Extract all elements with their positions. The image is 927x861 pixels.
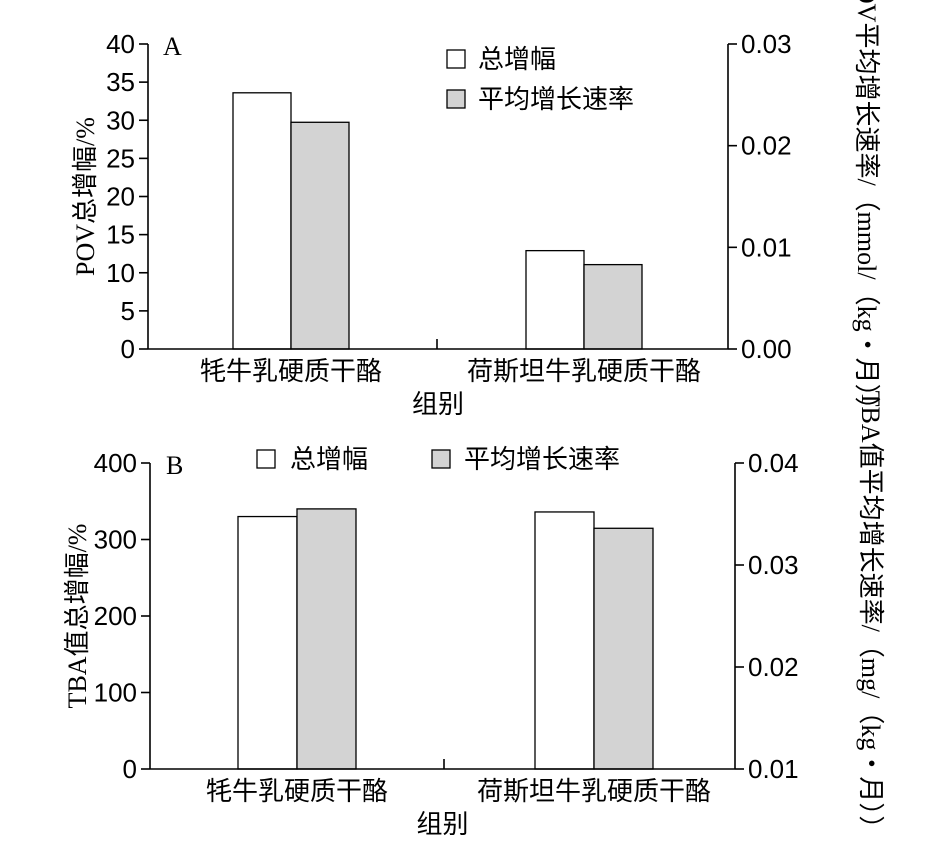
bar-avg-rate-0 [290,121,350,350]
bar-total-increase-1 [534,511,595,770]
y-tick-label-right: 0.03 [741,29,792,59]
panel-label: B [166,451,183,480]
y-tick-label-left: 40 [106,29,135,59]
y-tick-label-right: 0.01 [741,232,792,262]
legend-swatch [431,449,451,469]
y-axis-title-left: TBA值总增幅/% [63,524,92,709]
chart-panel-a: 0 5 10 15 20 25 30 35 40 0.00 0.01 0.02 0.03 牦牛乳硬质干酪 荷… [71,0,881,423]
y-axis-title-left: POV总增幅/% [71,117,100,276]
y-tick-label-left: 400 [94,448,137,478]
y-tick-label-left: 100 [94,678,137,708]
legend-label: 总增幅 [478,45,556,75]
y-axis-title-right: TBA值平均增长速率/（mg/（kg・月）） [856,391,885,842]
y-tick-label-left: 0 [121,334,135,364]
bar-avg-rate-1 [583,263,643,350]
legend-label: 平均增长速率 [478,85,634,115]
y-tick-label-left: 5 [121,296,135,326]
y-tick-label-left: 15 [106,220,135,250]
y-tick-label-right: 0.00 [741,334,792,364]
x-category-label: 荷斯坦牛乳硬质干酪 [467,357,701,387]
y-tick-label-left: 35 [106,67,135,97]
y-tick-label-right: 0.04 [748,448,799,478]
y-tick-label-right: 0.01 [748,754,799,784]
x-category-label: 荷斯坦牛乳硬质干酪 [477,777,711,807]
x-axis-title: 组别 [416,810,468,840]
x-category-label: 牦牛乳硬质干酪 [200,357,382,387]
y-tick-label-left: 20 [106,182,135,212]
y-tick-label-left: 200 [94,601,137,631]
panel-label: A [163,32,182,61]
legend-swatch [446,89,466,109]
bar-avg-rate-1 [593,527,654,770]
y-tick-label-left: 10 [106,258,135,288]
y-tick-label-right: 0.02 [741,131,792,161]
bar-total-increase-0 [232,92,292,350]
bar-total-increase-1 [525,249,585,350]
x-category-label: 牦牛乳硬质干酪 [206,777,388,807]
legend-swatch [256,449,276,469]
legend-swatch [446,49,466,69]
legend-label: 平均增长速率 [464,445,620,475]
y-axis-title-right: POV平均增长速率/（mmol/（kg・月）） [852,0,881,423]
y-tick-label-left: 300 [94,525,137,555]
y-tick-label-right: 0.03 [748,550,799,580]
y-tick-label-right: 0.02 [748,652,799,682]
legend-label: 总增幅 [290,445,368,475]
y-tick-label-left: 25 [106,143,135,173]
x-axis-title: 组别 [412,390,464,420]
bar-avg-rate-0 [296,508,357,770]
bar-total-increase-0 [237,515,298,770]
chart-panel-b: 0 100 200 300 400 0.01 0.02 0.03 0.04 牦牛乳硬质干酪 荷斯坦牛… [63,391,885,842]
y-tick-label-left: 30 [106,105,135,135]
y-tick-label-left: 0 [123,754,137,784]
